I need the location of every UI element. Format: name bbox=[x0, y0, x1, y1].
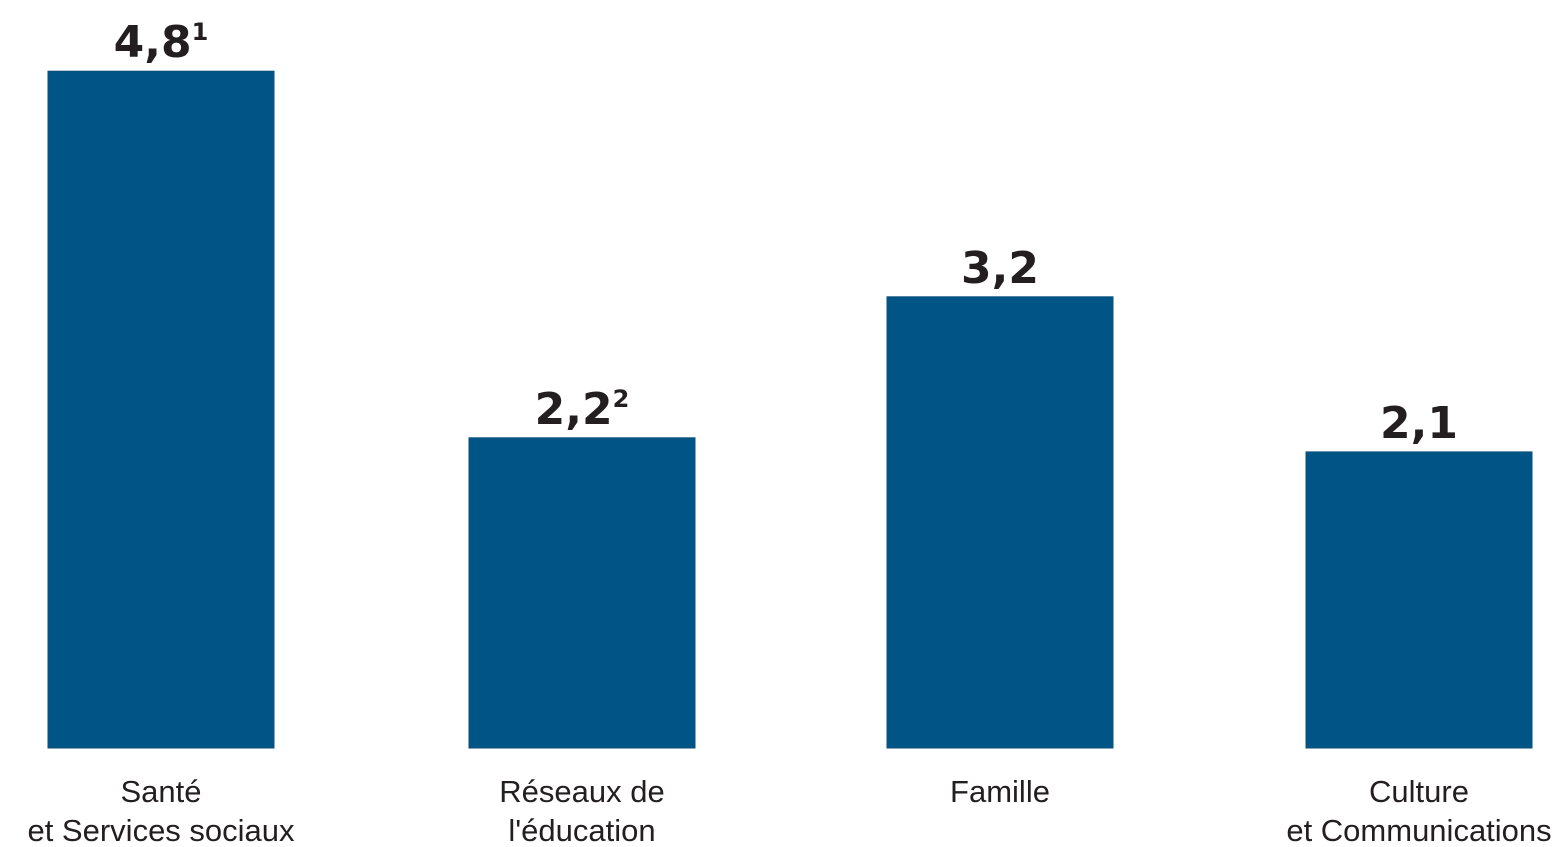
category-label-3: Famille bbox=[950, 774, 1050, 809]
value-number: 2,2 bbox=[535, 384, 613, 435]
value-number: 3,2 bbox=[961, 243, 1039, 294]
bar-3 bbox=[886, 296, 1114, 749]
category-label-line: et Services sociaux bbox=[27, 813, 295, 847]
category-label-line: Réseaux de bbox=[499, 774, 664, 809]
category-label-2: Réseaux de l'éducation bbox=[499, 774, 664, 847]
value-footnote-marker: 2 bbox=[613, 385, 630, 413]
bar-4 bbox=[1305, 451, 1533, 749]
bar-1 bbox=[47, 70, 275, 749]
value-label-2: 2,22 bbox=[535, 384, 630, 435]
value-label-1: 4,81 bbox=[114, 17, 209, 68]
bar-2 bbox=[468, 437, 696, 749]
category-label-line: Culture bbox=[1369, 774, 1469, 809]
category-label-line: l'éducation bbox=[508, 813, 655, 847]
bars-layer bbox=[47, 70, 1533, 749]
value-labels-layer: 4,81 2,22 3,2 2,1 bbox=[114, 17, 1458, 449]
value-footnote-marker: 1 bbox=[192, 18, 209, 46]
category-labels-layer: Santé et Services sociaux Réseaux de l'éduc… bbox=[27, 774, 1551, 847]
category-label-line: Famille bbox=[950, 774, 1050, 809]
value-label-3: 3,2 bbox=[961, 243, 1039, 294]
value-number: 2,1 bbox=[1380, 398, 1458, 449]
category-label-line: Santé bbox=[120, 774, 201, 809]
category-label-4: Culture et Communications bbox=[1286, 774, 1551, 847]
value-number: 4,8 bbox=[114, 17, 192, 68]
category-label-1: Santé et Services sociaux bbox=[27, 774, 295, 847]
value-label-4: 2,1 bbox=[1380, 398, 1458, 449]
category-label-line: et Communications bbox=[1286, 813, 1551, 847]
